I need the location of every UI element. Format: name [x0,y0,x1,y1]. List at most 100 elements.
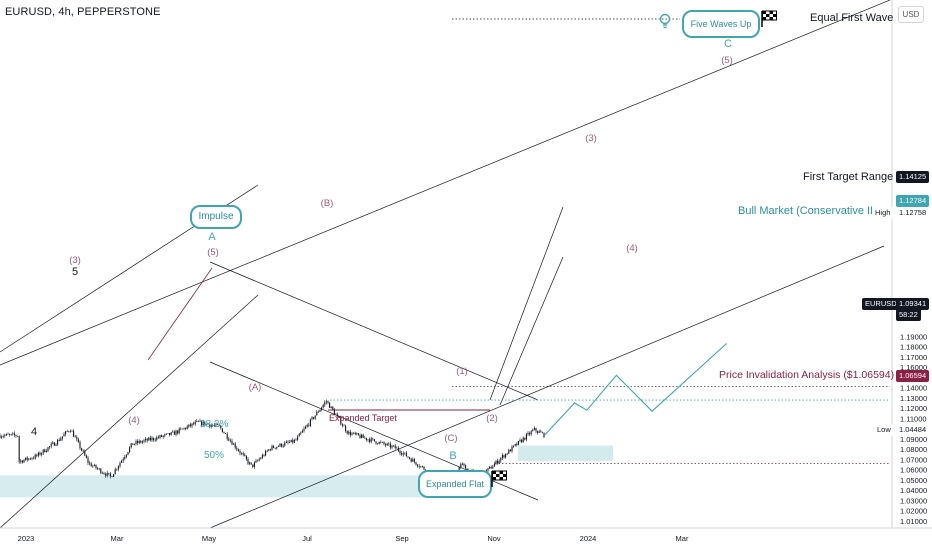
candle-body [543,432,545,438]
candle-body [375,441,377,444]
candle-body [530,431,532,435]
wave-label: (A) [249,382,262,393]
equal-first-wave-label: Equal First Wave [810,12,894,24]
candle-body [25,457,27,460]
candle-body [135,441,137,444]
candle-body [137,441,139,443]
candle-body [349,431,351,436]
candle-body [73,431,75,437]
candle-body [357,433,359,436]
candle-body [12,433,14,435]
candle-body [293,440,295,443]
candle-body [338,416,340,418]
candle-body [253,462,255,467]
candle-body [95,464,97,469]
x-tick-label: May [202,534,216,543]
candle-body [50,443,52,447]
candle-body [148,437,150,441]
candle-body [44,449,46,453]
candle-body [388,443,390,445]
candle-body [412,459,414,462]
candle-body [105,474,107,476]
candle-body [23,459,25,463]
candle-body [516,444,518,446]
candle-body [191,423,193,427]
candle-body [501,455,503,459]
candle-body [365,437,367,440]
candle-body [76,437,78,440]
y-tick-label: 1.09000 [900,435,927,444]
candle-body [399,450,401,454]
candle-body [237,449,239,452]
upper-channel-line [0,0,891,366]
candle-body [53,442,55,446]
candle-body [175,430,177,435]
candle-body [340,417,342,425]
candle-body [81,448,83,451]
candle-body [369,439,371,442]
x-tick-label: Jul [302,534,312,543]
candle-body [276,446,278,449]
candle-body [90,463,92,467]
candle-body [249,462,251,464]
candle-body [337,414,339,417]
fib-50-label: 50% [204,450,225,461]
y-tick-label: 1.14000 [900,384,927,393]
wave-label: (3) [585,133,597,144]
candle-body [13,433,15,436]
symbol-title[interactable]: EURUSD, 4h, PEPPERSTONE [5,6,161,18]
candle-body [466,468,468,472]
candle-body [529,432,531,435]
fib-382-label: 38.2% [200,419,229,430]
last-price-tag: 1.09341 [896,298,930,310]
candle-body [69,431,71,432]
candle-body [225,433,227,434]
candle-body [284,442,286,446]
lower-channel-line [209,245,885,529]
candle-body [221,428,223,433]
candle-body [391,445,393,448]
y-tick-label: 1.17000 [900,353,927,362]
currency-button[interactable]: USD [898,6,924,23]
candle-body [343,425,345,427]
candle-body [241,453,243,454]
candle-body [372,438,374,440]
candle-body [517,440,519,446]
candle-body [460,463,462,468]
candle-body [226,433,228,439]
candle-body [55,444,57,446]
candle-body [314,415,316,419]
wave-label: B [449,450,456,462]
candle-body [207,423,209,425]
candle-body [106,472,108,476]
candle-body [362,434,364,438]
candle-body [132,443,134,445]
candle-body [277,446,279,447]
candle-body [242,453,244,455]
y-tick-label: 1.19000 [900,332,927,341]
candle-body [85,455,87,458]
candle-body [0,435,1,438]
candle-body [325,401,327,403]
wave-label: 5 [72,266,78,278]
high-price-tag: 1.12758 [896,207,930,219]
wave-label: (1) [456,366,468,377]
y-tick-label: 1.04000 [900,486,927,495]
candle-body [313,417,315,419]
wave-label: (B) [321,198,334,209]
candle-body [204,421,206,426]
candle-body [209,424,211,427]
candle-body [359,435,361,439]
candle-body [26,457,28,460]
candle-body [465,465,467,469]
candle-body [281,443,283,447]
candle-body [335,414,337,416]
low-label-tag: Low [874,424,894,436]
candle-body [297,436,299,440]
candle-body [245,455,247,460]
candle-body [17,435,19,437]
wave-label: (3) [69,255,81,266]
candle-body [500,458,502,461]
bull-market-label: Bull Market (Conservative ID) [738,205,872,217]
